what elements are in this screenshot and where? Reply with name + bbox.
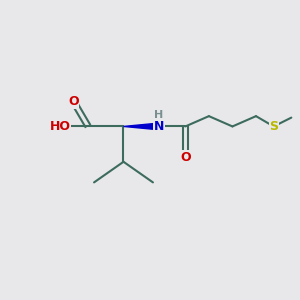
- Text: N: N: [154, 120, 164, 133]
- Text: H: H: [154, 110, 164, 120]
- Text: S: S: [269, 120, 278, 133]
- Text: HO: HO: [50, 120, 71, 133]
- Polygon shape: [124, 124, 154, 129]
- Text: O: O: [68, 95, 79, 108]
- Text: O: O: [180, 151, 190, 164]
